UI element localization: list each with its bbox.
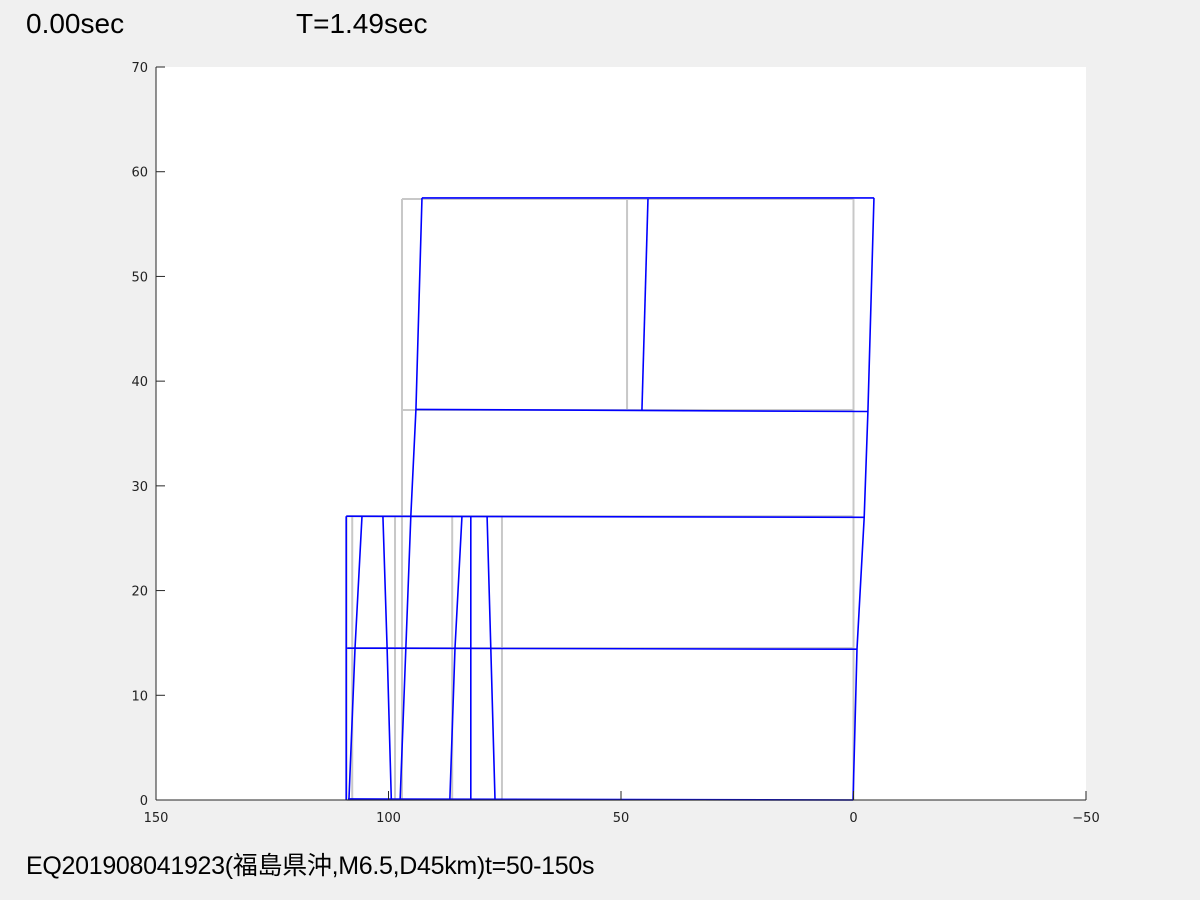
deformed-member [347,647,857,651]
axes-background [156,67,1086,800]
x-tick-label: −50 [1072,811,1099,826]
period-label: T=1.49sec [296,8,428,39]
deformed-member [641,198,649,411]
deformed-frame [345,197,875,801]
x-tick-label: 150 [144,811,169,826]
y-tick-label: 10 [131,689,148,704]
deformed-member [449,516,463,799]
deformed-member [486,516,496,799]
y-tick-label: 40 [131,375,148,390]
y-tick-label: 30 [131,480,148,495]
axes: 0 10 20 30 40 50 60 70 150 100 50 0 −50 [131,61,1099,826]
deformed-member [348,516,363,799]
y-tick-label: 70 [131,61,148,76]
deformed-member [382,516,393,799]
y-tick-label: 50 [131,270,148,285]
y-tick-label: 60 [131,166,148,181]
deformed-member [346,515,865,519]
x-tick-label: 100 [376,811,401,826]
y-tick-label: 20 [131,585,148,600]
elapsed-time-label: 0.00sec [26,8,125,39]
x-tick-label: 0 [849,811,857,826]
y-tick-label: 0 [140,794,148,809]
earthquake-caption: EQ201908041923(福島県沖,M6.5,D45km)t=50-150s [26,852,595,880]
x-tick-label: 50 [613,811,630,826]
deformed-member [399,197,423,801]
